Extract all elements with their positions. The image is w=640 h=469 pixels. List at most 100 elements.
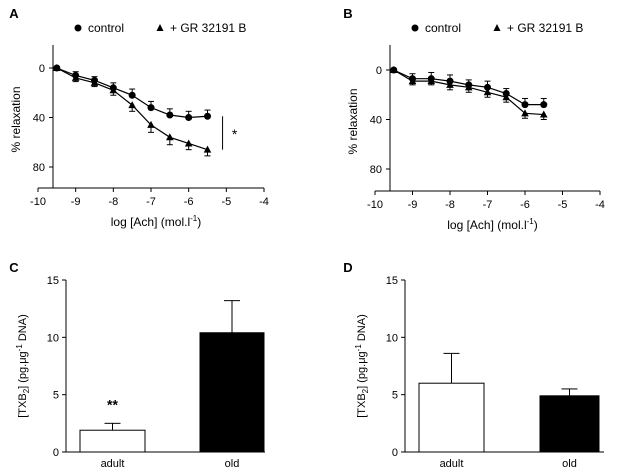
- y-tick-label: 80: [33, 162, 45, 174]
- x-tick-label: -4: [259, 196, 269, 208]
- data-point-triangle: [483, 88, 492, 96]
- data-point-triangle: [502, 93, 511, 101]
- panel-label: D: [343, 260, 352, 275]
- y-tick-label: 40: [370, 115, 382, 127]
- y-axis-label-end: DNA): [17, 314, 29, 344]
- data-point-triangle: [109, 86, 118, 94]
- x-tick-label: old: [225, 458, 240, 469]
- panel-d: D 0 5 10 15 [TXB2] (pg.μg-1 DNA) adult old: [343, 260, 604, 469]
- y-tick-label: 5: [53, 390, 59, 402]
- data-point-circle: [204, 112, 211, 120]
- x-tick-label: -8: [445, 199, 455, 211]
- y-tick-label: 80: [370, 164, 382, 176]
- x-tick-label: -7: [146, 196, 156, 208]
- y-tick-label: 5: [392, 390, 398, 402]
- y-axis-label-sup: -1: [354, 344, 363, 352]
- y-axis-label-pre: [TXB: [17, 393, 29, 417]
- data-point-circle: [166, 111, 174, 119]
- y-tick-label: 0: [39, 63, 45, 75]
- data-point-triangle: [521, 109, 529, 117]
- x-tick-label: -6: [184, 196, 194, 208]
- y-axis-label-pre: [TXB: [356, 393, 368, 417]
- x-tick-label: -10: [30, 196, 46, 208]
- y-tick-label: 0: [53, 447, 59, 459]
- bar-adult: [418, 382, 485, 453]
- data-point-circle: [484, 83, 491, 91]
- data-point-circle: [521, 101, 529, 109]
- data-point-triangle: [147, 120, 155, 128]
- data-point-triangle: [464, 83, 473, 91]
- panel-label: C: [9, 260, 19, 275]
- y-tick-label: 10: [386, 332, 398, 344]
- x-tick-label: -8: [108, 196, 118, 208]
- panel-label: A: [9, 6, 19, 21]
- x-axis-label-text: log [Ach] (mol.l: [111, 215, 190, 229]
- data-point-circle: [128, 91, 136, 99]
- data-point-triangle: [203, 145, 212, 153]
- legend-circle-marker: [411, 24, 419, 32]
- y-tick-label: 15: [386, 275, 398, 287]
- y-tick-label: 15: [47, 275, 59, 287]
- y-axis-label-end: DNA): [356, 314, 368, 344]
- x-axis-label-sup: -1: [190, 214, 198, 223]
- panel-a: A -10 -9 -8 -7 -6 -5 -4 0 40 80 log [Ach] (mol.l-1)…: [9, 6, 269, 229]
- y-tick-label: 40: [33, 113, 45, 125]
- data-point-triangle: [427, 77, 436, 85]
- legend-label: control: [88, 21, 124, 35]
- x-axis-label-end: ): [197, 215, 201, 229]
- data-point-circle: [540, 101, 548, 109]
- x-tick-label: -9: [71, 196, 81, 208]
- y-axis-label: [TXB2] (pg.μg-1 DNA): [354, 314, 370, 418]
- y-tick-label: 10: [47, 332, 59, 344]
- legend-triangle-marker: [156, 24, 164, 31]
- x-tick-label: -9: [408, 199, 418, 211]
- x-tick-label: adult: [101, 458, 125, 469]
- significance-marker: **: [107, 396, 118, 412]
- x-tick-label: -7: [483, 199, 493, 211]
- y-axis-label-mid: ] (pg.μg: [17, 351, 29, 389]
- x-tick-label: -10: [367, 199, 383, 211]
- data-point-triangle: [90, 78, 99, 86]
- data-point-triangle: [166, 133, 174, 141]
- legend-label: + GR 32191 B: [507, 21, 583, 35]
- legend-triangle-marker: [493, 24, 501, 31]
- x-tick-label: old: [562, 458, 577, 469]
- legend-label: + GR 32191 B: [170, 21, 246, 35]
- bar-adult: [79, 429, 146, 453]
- panel-b: B -10 -9 -8 -7 -6 -5 -4 0 40 80 log [Ach] (mol.l-1)…: [343, 6, 605, 232]
- data-point-triangle: [53, 64, 61, 71]
- data-point-circle: [147, 104, 155, 112]
- legend-label: control: [425, 21, 461, 35]
- y-axis-label-sup: -1: [15, 344, 24, 352]
- panel-label: B: [343, 6, 352, 21]
- x-tick-label: -5: [558, 199, 568, 211]
- x-axis-label-sup: -1: [527, 217, 535, 226]
- x-axis-label-text: log [Ach] (mol.l: [447, 218, 526, 232]
- x-tick-label: -6: [520, 199, 530, 211]
- x-tick-label: adult: [440, 458, 464, 469]
- bar-old: [199, 332, 265, 453]
- data-point-triangle: [184, 139, 193, 147]
- data-point-triangle: [389, 66, 398, 73]
- data-point-circle: [185, 114, 193, 121]
- y-axis-label: % relaxation: [9, 86, 23, 152]
- x-axis-label: log [Ach] (mol.l-1): [447, 217, 537, 232]
- data-point-triangle: [408, 77, 417, 85]
- y-axis-label: [TXB2] (pg.μg-1 DNA): [15, 314, 31, 418]
- legend-circle-marker: [74, 24, 82, 32]
- data-point-triangle: [71, 73, 80, 81]
- data-point-triangle: [539, 110, 548, 118]
- data-point-triangle: [446, 80, 454, 88]
- y-tick-label: 0: [392, 447, 398, 459]
- y-tick-label: 0: [376, 65, 382, 77]
- panel-c: C 0 5 10 15 [TXB2] (pg.μg-1 DNA) adult old **: [9, 260, 265, 469]
- bar-old: [539, 395, 600, 453]
- x-tick-label: -4: [595, 199, 605, 211]
- x-tick-label: -5: [221, 196, 231, 208]
- data-point-triangle: [128, 101, 136, 109]
- significance-marker: *: [232, 126, 238, 142]
- y-axis-label-sub: 2: [361, 388, 370, 393]
- y-axis-label-mid: ] (pg.μg: [356, 351, 368, 389]
- y-axis-label-sub: 2: [22, 388, 31, 393]
- x-axis-label-end: ): [534, 218, 538, 232]
